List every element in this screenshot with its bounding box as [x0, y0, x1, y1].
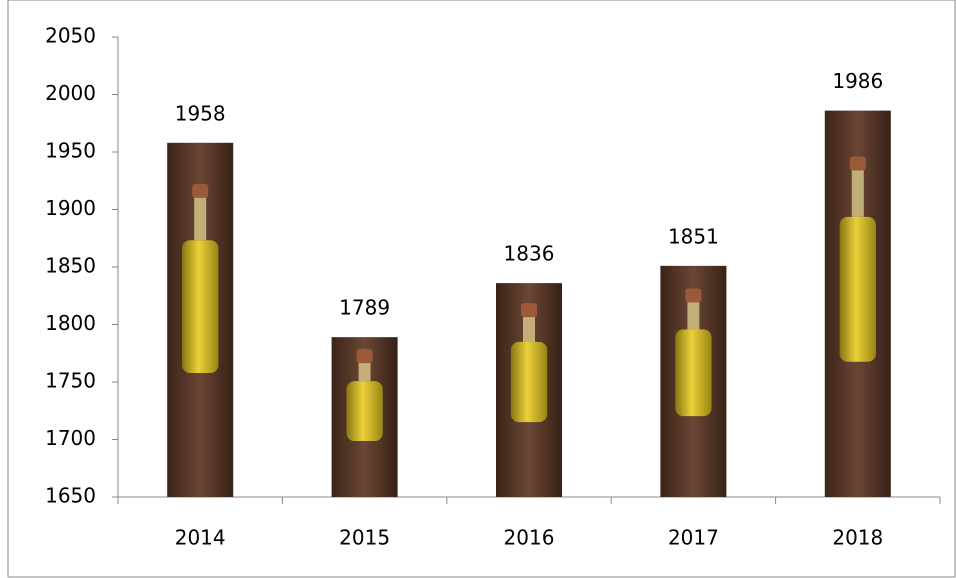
value-label: 1958 — [175, 101, 226, 125]
bottle-neck — [194, 196, 206, 240]
bottle-oil — [346, 381, 382, 441]
y-tick-label: 1900 — [45, 196, 96, 220]
bottle-neck — [359, 361, 371, 381]
bottle-cork — [521, 303, 537, 317]
bottle-cork — [685, 289, 701, 303]
y-tick-label: 1750 — [45, 369, 96, 393]
y-tick-label: 1800 — [45, 311, 96, 335]
value-label: 1851 — [668, 224, 719, 248]
bottle-neck — [852, 169, 864, 217]
bottle-oil — [840, 217, 876, 362]
value-label: 1986 — [832, 69, 883, 93]
y-tick-label: 1850 — [45, 254, 96, 278]
x-tick-label: 2015 — [339, 526, 390, 550]
bottle-oil — [675, 329, 711, 416]
y-tick-label: 1700 — [45, 426, 96, 450]
x-tick-label: 2014 — [175, 526, 226, 550]
y-tick-label: 1650 — [45, 484, 96, 508]
bottle-cork — [357, 349, 373, 363]
value-label: 1836 — [504, 242, 555, 266]
chart: 1650 1700 1750 1800 1850 1900 1950 2000 2050 2014… — [0, 0, 956, 578]
y-tick-label: 1950 — [45, 139, 96, 163]
chart-frame — [8, 0, 955, 577]
bottle-cork — [192, 184, 208, 198]
x-tick-label: 2016 — [504, 526, 555, 550]
x-tick-label: 2017 — [668, 526, 719, 550]
y-tick-label: 2000 — [45, 81, 96, 105]
bottle-cork — [850, 157, 866, 171]
bottle-neck — [687, 301, 699, 330]
x-tick-label: 2018 — [832, 526, 883, 550]
bottle-oil — [511, 342, 547, 422]
value-label: 1789 — [339, 296, 390, 320]
bottle-neck — [523, 315, 535, 342]
bottle-oil — [182, 240, 218, 373]
y-tick-label: 2050 — [45, 24, 96, 48]
